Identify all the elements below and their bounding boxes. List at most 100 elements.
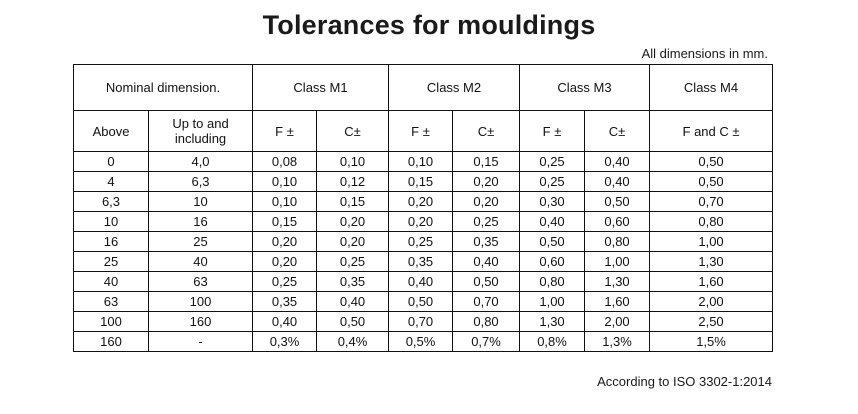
header-row-subcolumns: Above Up to and including F ± C± F ± C± … <box>73 110 774 152</box>
cell-m3-f: 0,30 <box>519 191 586 212</box>
cell-m2-f: 0,25 <box>388 231 454 252</box>
header-class-m4: Class M4 <box>649 64 774 111</box>
cell-m2-c: 0,70 <box>452 291 521 312</box>
cell-m2-c: 0,50 <box>452 271 521 292</box>
cell-m3-c: 1,30 <box>584 271 651 292</box>
table-row: 16 25 0,20 0,20 0,25 0,35 0,50 0,80 1,00 <box>73 231 774 252</box>
cell-up-to: 160 <box>147 311 254 332</box>
header-class-m3: Class M3 <box>519 64 651 111</box>
cell-m2-c: 0,7% <box>452 331 521 352</box>
header-m2-f: F ± <box>388 110 454 152</box>
cell-m1-c: 0,15 <box>316 191 390 212</box>
cell-m1-c: 0,25 <box>316 251 390 272</box>
table-row: 25 40 0,20 0,25 0,35 0,40 0,60 1,00 1,30 <box>73 251 774 272</box>
header-row-classes: Nominal dimension. Class M1 Class M2 Cla… <box>72 64 774 111</box>
cell-m3-f: 0,8% <box>519 331 586 352</box>
table-row: 100 160 0,40 0,50 0,70 0,80 1,30 2,00 2,50 <box>73 311 774 332</box>
cell-m4-f-and-c: 1,30 <box>649 251 774 272</box>
cell-m1-f: 0,20 <box>252 251 318 272</box>
table-row: 63 100 0,35 0,40 0,50 0,70 1,00 1,60 2,00 <box>73 291 774 312</box>
cell-m4-f-and-c: 0,80 <box>649 211 774 232</box>
cell-m1-f: 0,15 <box>252 211 318 232</box>
cell-m1-c: 0,12 <box>316 171 390 192</box>
table-row: 4 6,3 0,10 0,12 0,15 0,20 0,25 0,40 0,50 <box>73 171 774 192</box>
cell-above: 0 <box>73 151 149 172</box>
cell-up-to: 10 <box>147 191 254 212</box>
cell-m1-f: 0,40 <box>252 311 318 332</box>
cell-m4-f-and-c: 1,00 <box>649 231 774 252</box>
header-up-to-line2: including <box>174 131 227 146</box>
cell-m3-f: 0,60 <box>519 251 586 272</box>
cell-m4-f-and-c: 1,60 <box>649 271 774 292</box>
header-class-m1: Class M1 <box>252 64 390 111</box>
cell-m4-f-and-c: 2,50 <box>649 311 774 332</box>
cell-m1-c: 0,20 <box>316 231 390 252</box>
cell-m2-f: 0,20 <box>388 191 454 212</box>
cell-m2-c: 0,15 <box>452 151 521 172</box>
cell-m2-c: 0,35 <box>452 231 521 252</box>
cell-m2-c: 0,40 <box>452 251 521 272</box>
header-m4-f-and-c: F and C ± <box>649 110 774 152</box>
cell-above: 40 <box>73 271 149 292</box>
standard-note: According to ISO 3302-1:2014 <box>597 374 772 389</box>
table-row: 160-0,3% 0,4% 0,5% 0,7% 0,8% 1,3% 1,5% <box>73 331 774 352</box>
header-m3-c: C± <box>584 110 651 152</box>
cell-m3-f: 0,80 <box>519 271 586 292</box>
cell-m2-f: 0,40 <box>388 271 454 292</box>
cell-m1-f: 0,20 <box>252 231 318 252</box>
cell-m4-f-and-c: 0,50 <box>649 151 774 172</box>
cell-m4-f-and-c: 0,70 <box>649 191 774 212</box>
cell-m1-f: 0,3% <box>252 331 318 352</box>
cell-m3-c: 0,40 <box>584 151 651 172</box>
cell-m2-f: 0,15 <box>388 171 454 192</box>
cell-m1-c: 0,40 <box>316 291 390 312</box>
cell-above: 6,3 <box>73 191 149 212</box>
cell-m3-c: 0,40 <box>584 171 651 192</box>
cell-m1-c: 0,4% <box>316 331 390 352</box>
cell-m3-f: 0,25 <box>519 151 586 172</box>
cell-up-to: 63 <box>147 271 254 292</box>
header-above: Above <box>73 110 149 152</box>
header-m3-f: F ± <box>519 110 586 152</box>
cell-m3-f: 1,00 <box>519 291 586 312</box>
cell-m3-c: 0,60 <box>584 211 651 232</box>
cell-m1-f: 0,25 <box>252 271 318 292</box>
cell-m2-f: 0,70 <box>388 311 454 332</box>
cell-m1-f: 0,10 <box>252 171 318 192</box>
cell-above: 160 <box>73 331 149 352</box>
cell-m3-c: 2,00 <box>584 311 651 332</box>
header-up-to-and-including: Up to and including <box>147 110 254 152</box>
cell-m1-c: 0,10 <box>316 151 390 172</box>
cell-above: 10 <box>73 211 149 232</box>
cell-m2-f: 0,50 <box>388 291 454 312</box>
table-body: 0 4,0 0,08 0,10 0,10 0,15 0,25 0,40 0,50 4 6,3 0,10… <box>73 151 774 352</box>
table-row: 10 16 0,15 0,20 0,20 0,25 0,40 0,60 0,80 <box>73 211 774 232</box>
cell-m4-f-and-c: 0,50 <box>649 171 774 192</box>
header-m1-c: C± <box>316 110 390 152</box>
header-class-m2: Class M2 <box>388 64 521 111</box>
cell-m1-c: 0,20 <box>316 211 390 232</box>
header-nominal-dimension: Nominal dimension. <box>72 64 254 111</box>
cell-up-to: 100 <box>147 291 254 312</box>
cell-m2-f: 0,20 <box>388 211 454 232</box>
tolerance-table: Nominal dimension. Class M1 Class M2 Cla… <box>72 64 774 352</box>
cell-m3-f: 0,50 <box>519 231 586 252</box>
header-up-to-line1: Up to and <box>172 116 229 131</box>
cell-m3-f: 0,25 <box>519 171 586 192</box>
cell-m3-c: 0,50 <box>584 191 651 212</box>
cell-m1-f: 0,10 <box>252 191 318 212</box>
cell-m4-f-and-c: 1,5% <box>649 331 774 352</box>
table-row: 0 4,0 0,08 0,10 0,10 0,15 0,25 0,40 0,50 <box>73 151 774 172</box>
header-m2-c: C± <box>452 110 521 152</box>
cell-above: 63 <box>73 291 149 312</box>
cell-above: 25 <box>73 251 149 272</box>
units-note: All dimensions in mm. <box>641 46 768 61</box>
cell-up-to: - <box>147 331 254 352</box>
table-row: 40 63 0,25 0,35 0,40 0,50 0,80 1,30 1,60 <box>73 271 774 292</box>
cell-m3-c: 1,60 <box>584 291 651 312</box>
cell-m2-f: 0,35 <box>388 251 454 272</box>
cell-m3-f: 1,30 <box>519 311 586 332</box>
cell-m2-c: 0,20 <box>452 191 521 212</box>
cell-m3-f: 0,40 <box>519 211 586 232</box>
header-m1-f: F ± <box>252 110 318 152</box>
